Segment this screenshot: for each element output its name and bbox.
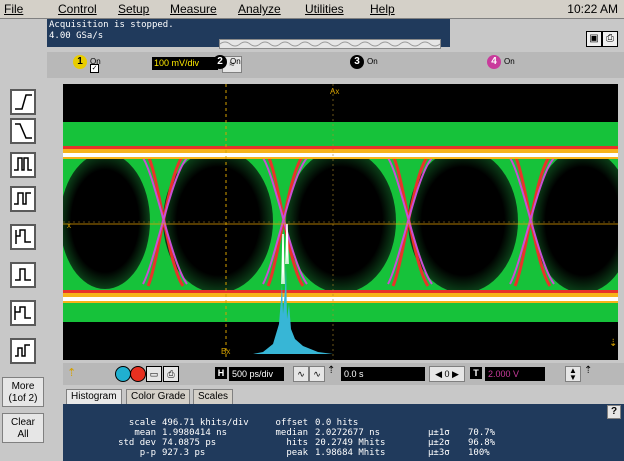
channel-1-icon[interactable]: 1 <box>73 55 87 69</box>
state-trigger-icon[interactable] <box>10 262 36 288</box>
stat-value-sigma1: 70.7% <box>468 428 496 438</box>
print-screen-icon[interactable]: ⎙ <box>163 366 179 382</box>
channel-2-state[interactable]: On <box>230 57 241 66</box>
stat-label-sigma2: µ±2σ <box>428 438 450 448</box>
horizontal-delay[interactable]: 0.0 s <box>341 367 425 381</box>
more-button[interactable]: More (1of 2) <box>2 377 44 407</box>
waveform-display[interactable]: Ax Bx x ⇣ <box>63 84 618 360</box>
rising-edge-trigger-icon[interactable] <box>10 89 36 115</box>
stat-value-mean: 1.9980414 ns <box>162 428 228 438</box>
channel-4-state[interactable]: On <box>504 57 515 66</box>
stop-icon[interactable] <box>130 366 146 382</box>
tab-histogram[interactable]: Histogram <box>66 389 122 404</box>
marker-x-label: x <box>67 221 71 230</box>
menu-file[interactable]: File <box>4 2 24 16</box>
printer-icon[interactable]: ⎙ <box>602 31 618 47</box>
horizontal-scale[interactable]: 500 ps/div <box>229 367 284 381</box>
stat-label-median: median <box>275 428 308 438</box>
stat-label-offset: offset <box>275 418 308 428</box>
stat-value-offset: 0.0 hits <box>315 418 359 428</box>
delay-trigger-icon[interactable] <box>10 300 36 326</box>
stat-value-scale: 496.71 khits/div <box>162 418 249 428</box>
channel-3-icon[interactable]: 3 <box>350 55 364 69</box>
clear-label: Clear <box>11 417 35 428</box>
stat-label-scale: scale <box>128 418 156 428</box>
trigger-level[interactable]: 2.000 V <box>485 367 545 381</box>
stat-label-sigma3: µ±3σ <box>428 448 450 458</box>
stat-label-sigma1: µ±1σ <box>428 428 450 438</box>
menu-control[interactable]: Control <box>58 2 97 16</box>
glitch-trigger-icon[interactable] <box>10 152 36 178</box>
stat-value-sigma3: 100% <box>468 448 490 458</box>
trigger-level-marker-icon: ⇡ <box>67 367 77 379</box>
clear-all-button[interactable]: Clear All <box>2 413 44 443</box>
histogram-stats: scale mean std dev p-p 496.71 khits/div … <box>63 404 624 461</box>
clock: 10:22 AM <box>567 2 618 16</box>
timeout-trigger-icon[interactable] <box>10 338 36 364</box>
stat-value-peak: 1.98684 Mhits <box>315 448 386 458</box>
channel-2-icon[interactable]: 2 <box>213 55 227 69</box>
stat-label-std-dev: std dev <box>118 438 156 448</box>
stat-label-mean: mean <box>134 428 156 438</box>
menu-utilities[interactable]: Utilities <box>305 2 344 16</box>
stat-value-pp: 927.3 ps <box>162 448 206 458</box>
stat-label-pp: p-p <box>139 448 156 458</box>
stat-value-median: 2.0272677 ns <box>315 428 381 438</box>
horizontal-icon: H <box>215 367 227 379</box>
trigger-toolbar <box>0 78 47 378</box>
channel-3-state[interactable]: On <box>367 57 378 66</box>
tab-scales[interactable]: Scales <box>193 389 234 405</box>
menu-help[interactable]: Help <box>370 2 395 16</box>
clear-sublabel: All <box>17 429 29 440</box>
channel-1-wave-button[interactable]: ≈ <box>222 56 242 73</box>
zoom-out-icon[interactable]: ∿ <box>309 366 325 382</box>
stat-value-std-dev: 74.0875 ps <box>162 438 217 448</box>
menu-analyze[interactable]: Analyze <box>238 2 281 16</box>
stat-value-hits: 20.2749 Mhits <box>315 438 386 448</box>
pattern-trigger-icon[interactable] <box>10 224 36 250</box>
stat-label-peak: peak <box>286 448 308 458</box>
menu-bar: File Control Setup Measure Analyze Utili… <box>0 0 624 19</box>
help-icon[interactable]: ? <box>607 405 621 419</box>
menu-measure[interactable]: Measure <box>170 2 217 16</box>
trigger-marker-icon: ⇣ <box>609 338 617 349</box>
marker-bx-label: Bx <box>221 347 230 356</box>
status-line-2: 4.00 GSa/s <box>49 31 104 41</box>
more-label: More <box>11 381 35 392</box>
channel-1-checkbox[interactable]: ✓ <box>90 64 99 73</box>
marker-ax-label: Ax <box>330 87 339 96</box>
channel-1-state[interactable]: On <box>90 57 101 66</box>
stat-value-sigma2: 96.8% <box>468 438 496 448</box>
run-icon[interactable] <box>115 366 131 382</box>
status-line-1: Acquisition is stopped. <box>49 20 174 30</box>
falling-edge-trigger-icon[interactable] <box>10 118 36 144</box>
window-icon[interactable]: ▣ <box>586 31 602 47</box>
timebase-bar: ⇡ ▭ ⎙ H 500 ps/div ∿ ∿ ⇡ 0.0 s ◀ 0 ▶ T 2… <box>63 363 624 385</box>
channel-row: 1 On ✓ 100 mV/div ≈ 2 On 3 On 4 On <box>47 52 624 78</box>
more-sublabel: (1of 2) <box>8 393 38 404</box>
channel-4-icon[interactable]: 4 <box>487 55 501 69</box>
pulse-width-trigger-icon[interactable] <box>10 186 36 212</box>
trigger-icon: T <box>470 367 482 379</box>
trigger-level-stepper[interactable]: ▲ ▼ <box>565 366 581 382</box>
channel-1-scale[interactable]: 100 mV/div <box>152 57 218 70</box>
tab-color-grade[interactable]: Color Grade <box>126 389 191 405</box>
single-icon[interactable]: ▭ <box>146 366 162 382</box>
trigger-arrow-icon: ⇡ <box>584 365 593 376</box>
acquisition-progress-strip <box>219 39 441 49</box>
stat-label-hits: hits <box>286 438 308 448</box>
zoom-in-icon[interactable]: ∿ <box>293 366 309 382</box>
menu-setup[interactable]: Setup <box>118 2 150 16</box>
delay-step-buttons[interactable]: ◀ 0 ▶ <box>429 366 465 382</box>
delay-up-icon[interactable]: ⇡ <box>327 365 336 376</box>
